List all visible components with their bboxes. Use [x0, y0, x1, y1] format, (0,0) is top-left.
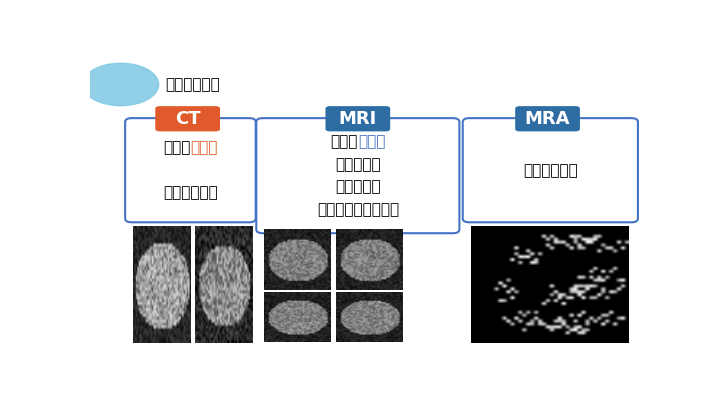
- Text: 脳出血: 脳出血: [190, 140, 218, 155]
- Text: MRI: MRI: [338, 110, 377, 128]
- FancyBboxPatch shape: [156, 106, 220, 131]
- Text: 新しい: 新しい: [330, 134, 358, 149]
- Text: 昔の脳梗塞: 昔の脳梗塞: [335, 157, 381, 172]
- Circle shape: [83, 63, 158, 106]
- Text: 血管の詰まり: 血管の詰まり: [523, 163, 577, 178]
- Text: 脳梗塞: 脳梗塞: [358, 134, 385, 149]
- FancyBboxPatch shape: [463, 118, 638, 222]
- FancyBboxPatch shape: [516, 106, 580, 131]
- Text: ちょい新しい脳出血: ちょい新しい脳出血: [317, 202, 399, 217]
- FancyBboxPatch shape: [256, 118, 459, 233]
- Text: 脳画像の種類: 脳画像の種類: [166, 77, 220, 92]
- Text: 古めの脳梗塞: 古めの脳梗塞: [163, 185, 218, 200]
- FancyBboxPatch shape: [125, 118, 256, 222]
- FancyBboxPatch shape: [325, 106, 390, 131]
- Text: CT: CT: [175, 110, 200, 128]
- Text: 昔の脳出血: 昔の脳出血: [335, 179, 381, 194]
- Text: MRA: MRA: [525, 110, 570, 128]
- Text: 新しい: 新しい: [163, 140, 190, 155]
